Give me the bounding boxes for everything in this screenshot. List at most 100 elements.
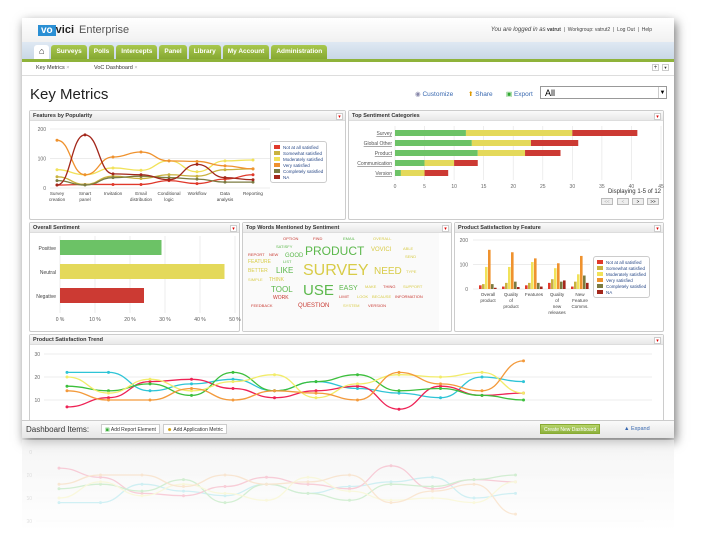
word: USE (303, 282, 334, 299)
x-tick-label: of (555, 298, 560, 303)
data-point (306, 491, 310, 495)
subtab-label: Key Metrics (36, 65, 65, 71)
next-page-button[interactable]: > (632, 198, 644, 205)
word: NEED (374, 266, 402, 277)
data-point (182, 485, 185, 488)
data-point (472, 496, 476, 500)
legend-swatch (274, 163, 280, 167)
legend-item[interactable]: Completely satisfied (274, 168, 323, 174)
legend-item[interactable]: NA (274, 174, 323, 180)
legend-item[interactable]: Somewhat satisfied (597, 265, 646, 271)
bar (554, 268, 557, 289)
legend-item[interactable]: Somewhat satisfied (274, 150, 323, 156)
data-point (167, 159, 171, 163)
legend-item[interactable]: Moderately satisfied (274, 156, 323, 162)
data-point (389, 464, 393, 468)
legend-swatch (274, 145, 280, 149)
customize-button[interactable]: ◉ Customize (415, 90, 453, 98)
last-page-button[interactable]: >> (647, 198, 659, 205)
bar (491, 284, 494, 289)
add-tab-icon[interactable]: + (652, 64, 659, 71)
series-line (66, 360, 524, 401)
tab-administration[interactable]: Administration (271, 45, 328, 59)
tab-library[interactable]: Library (188, 45, 221, 59)
data-point (223, 501, 227, 505)
bar (577, 274, 580, 289)
legend-item[interactable]: Not at all satisfied (597, 259, 646, 265)
data-point (55, 168, 59, 172)
data-point (231, 370, 235, 374)
y-tick-label: 0 (465, 287, 468, 293)
data-point (65, 384, 69, 388)
bar-segment (454, 160, 478, 166)
bar (494, 287, 497, 289)
data-point (111, 182, 115, 186)
subtab-voc-dashboard[interactable]: VoC Dashboard × (94, 65, 138, 71)
data-point (389, 498, 393, 502)
button-label: Create New Dashboard (544, 427, 597, 433)
bar (540, 286, 543, 289)
panel-title: Top Sentiment Categories (349, 111, 663, 121)
logout-link[interactable]: Log Out (617, 27, 635, 33)
create-dashboard-button[interactable]: Create New Dashboard (540, 424, 601, 434)
tab-menu-icon[interactable]: ▼ (662, 64, 669, 71)
tab-my-account[interactable]: My Account (222, 45, 270, 59)
y-tick-label: 0 (43, 186, 46, 192)
tab-polls[interactable]: Polls (88, 45, 115, 59)
bar (586, 282, 589, 289)
word: VERSION (368, 303, 387, 308)
filter-select[interactable]: All ▼ (540, 86, 667, 99)
share-button[interactable]: ⬆ Share (468, 90, 493, 98)
data-point (140, 482, 144, 486)
bar (534, 258, 537, 289)
close-icon[interactable]: × (66, 65, 70, 71)
subtab-key-metrics[interactable]: Key Metrics × (36, 65, 69, 71)
panel-menu-icon[interactable]: ▾ (654, 224, 661, 232)
panel-menu-icon[interactable]: ▾ (654, 336, 661, 344)
legend-swatch (597, 290, 603, 294)
legend-item[interactable]: Completely satisfied (597, 283, 646, 289)
x-tick-label: 0 (394, 184, 397, 190)
export-button[interactable]: ▣ Export (506, 90, 533, 98)
add-report-element-button[interactable]: ▣ Add Report Element (101, 424, 160, 434)
data-point (251, 173, 255, 177)
panel-title: Top Words Mentioned by Sentiment (243, 223, 451, 233)
word: QUESTION (298, 303, 330, 309)
logo: vo vici Enterprise (38, 24, 129, 36)
add-application-metric-button[interactable]: ☻ Add Application Metric (163, 424, 227, 434)
tab-intercepts[interactable]: Intercepts (116, 45, 158, 59)
legend-swatch (274, 169, 280, 173)
home-tab[interactable]: ⌂ (34, 45, 50, 59)
data-point (431, 487, 434, 491)
data-point (195, 159, 199, 163)
legend-item[interactable]: Not at all satisfied (274, 144, 323, 150)
data-point (139, 173, 143, 177)
data-point (140, 489, 144, 493)
panel-menu-icon[interactable]: ▾ (336, 112, 343, 120)
legend-item[interactable]: Very satisfied (597, 277, 646, 283)
legend-item[interactable]: Very satisfied (274, 162, 323, 168)
legend-label: Completely satisfied (283, 168, 324, 174)
bar (537, 282, 540, 289)
data-point (314, 389, 318, 393)
data-point (348, 473, 351, 477)
data-point (195, 182, 199, 186)
data-point (265, 482, 268, 486)
help-link[interactable]: Help (641, 27, 652, 33)
first-page-button[interactable]: << (601, 198, 613, 205)
word: LIKE (276, 266, 294, 275)
tab-surveys[interactable]: Surveys (51, 45, 87, 59)
chart-icon: ▣ (105, 427, 110, 433)
x-tick-label: product (480, 298, 496, 303)
panel-menu-icon[interactable]: ▾ (654, 112, 661, 120)
expand-link[interactable]: ▲ Expand (624, 426, 650, 432)
legend-item[interactable]: Moderately satisfied (597, 271, 646, 277)
prev-page-button[interactable]: < (617, 198, 629, 205)
legend-item[interactable]: NA (597, 289, 646, 295)
tab-panel[interactable]: Panel (159, 45, 187, 59)
panel-menu-icon[interactable]: ▾ (230, 224, 237, 232)
bar (505, 282, 508, 289)
panel-menu-icon[interactable]: ▾ (442, 224, 449, 232)
close-icon[interactable]: × (134, 65, 138, 71)
